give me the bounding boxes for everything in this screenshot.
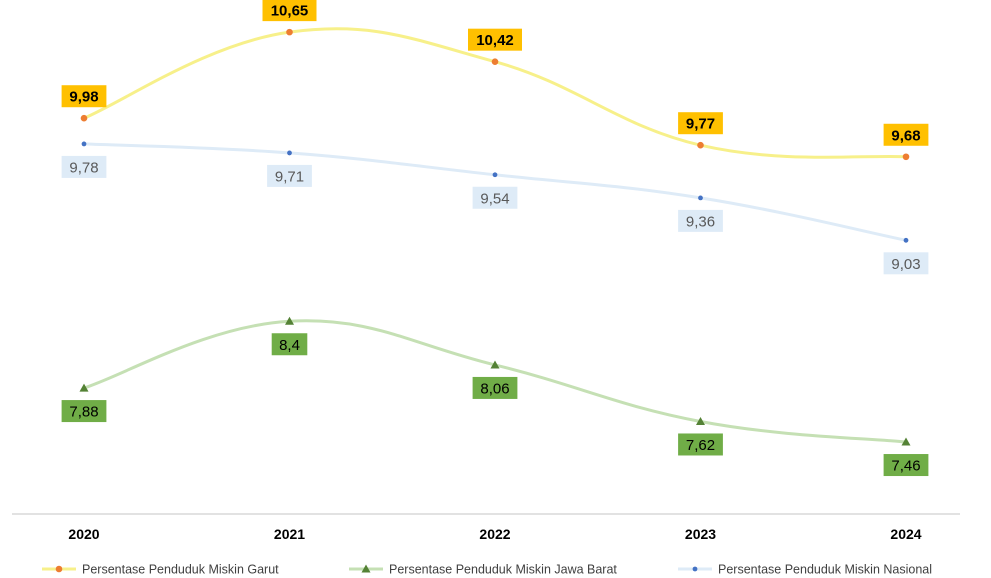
- data-label-text: 9,98: [69, 89, 98, 106]
- data-label-box: [883, 454, 929, 477]
- data-label-nasional: 9,54: [472, 186, 518, 209]
- data-point-garut: [697, 141, 704, 149]
- data-point-nasional: [81, 141, 87, 147]
- data-label-text: 9,54: [480, 190, 509, 207]
- data-label-nasional: 9,78: [61, 155, 107, 178]
- data-label-text: 7,46: [891, 458, 920, 475]
- data-label-text: 10,42: [476, 32, 514, 49]
- series-layer: [79, 27, 911, 446]
- data-label-box: [61, 155, 107, 178]
- data-label-box: [472, 376, 518, 399]
- data-label-text: 9,78: [69, 159, 98, 176]
- data-label-jawa-barat: 8,4: [271, 333, 308, 356]
- data-label-text: 9,68: [891, 127, 920, 144]
- data-label-text: 9,36: [686, 213, 715, 230]
- data-label-box: [678, 112, 723, 135]
- data-label-box: [883, 252, 929, 275]
- x-tick-label: 2024: [890, 526, 921, 542]
- legend-swatch-marker: [361, 564, 371, 573]
- data-point-nasional: [698, 195, 703, 201]
- legend-item-jawa-barat: Persentase Penduduk Miskin Jawa Barat: [349, 563, 617, 577]
- data-label-jawa-barat: 7,46: [883, 454, 929, 477]
- data-point-jawa-barat: [696, 416, 705, 425]
- data-label-text: 9,03: [891, 256, 920, 273]
- data-label-garut: 9,68: [883, 123, 929, 146]
- data-point-garut: [80, 114, 88, 122]
- data-label-box: [678, 209, 723, 232]
- data-point-jawa-barat: [79, 383, 89, 392]
- data-label-box: [271, 333, 308, 356]
- data-label-box: [468, 28, 522, 51]
- x-tick-labels: 2020 2021 2022 2023 2024: [68, 526, 921, 542]
- legend-label: Persentase Penduduk Miskin Garut: [82, 563, 279, 577]
- data-label-garut: 10,65: [262, 0, 317, 22]
- x-tick-label: 2022: [479, 526, 510, 542]
- data-point-garut: [491, 58, 499, 65]
- legend-swatch-marker: [55, 565, 63, 573]
- data-label-garut: 9,98: [61, 85, 107, 108]
- legend-label: Persentase Penduduk Miskin Nasional: [718, 563, 932, 577]
- data-label-box: [267, 164, 312, 187]
- data-label-text: 10,65: [271, 3, 309, 20]
- data-label-nasional: 9,03: [883, 252, 929, 275]
- data-point-nasional: [903, 237, 909, 243]
- data-point-jawa-barat: [901, 437, 911, 446]
- data-point-jawa-barat: [285, 316, 294, 325]
- data-label-text: 7,88: [69, 404, 98, 421]
- data-label-jawa-barat: 8,06: [472, 376, 518, 399]
- data-label-text: 8,4: [279, 337, 300, 354]
- data-label-garut: 10,42: [468, 28, 522, 51]
- data-label-jawa-barat: 7,88: [61, 400, 107, 423]
- x-tick-label: 2020: [68, 526, 99, 542]
- data-label-text: 9,71: [275, 168, 304, 185]
- data-label-box: [678, 433, 723, 456]
- data-label-box: [262, 0, 317, 22]
- data-point-nasional: [492, 172, 498, 178]
- data-label-nasional: 9,36: [678, 209, 723, 232]
- data-label-box: [883, 123, 929, 146]
- data-label-garut: 9,77: [678, 112, 723, 135]
- legend-item-garut: Persentase Penduduk Miskin Garut: [42, 563, 279, 577]
- legend-swatch-marker: [692, 566, 698, 572]
- data-label-layer: 9,98 10,65 10,42 9,77 9,68 7,88 8,4 8,06 7,62 7,4…: [61, 0, 929, 477]
- x-tick-label: 2021: [274, 526, 305, 542]
- data-label-box: [61, 400, 107, 423]
- data-label-nasional: 9,71: [267, 164, 312, 187]
- x-tick-label: 2023: [685, 526, 716, 542]
- data-label-jawa-barat: 7,62: [678, 433, 723, 456]
- legend-item-nasional: Persentase Penduduk Miskin Nasional: [678, 563, 932, 577]
- legend: Persentase Penduduk Miskin Garut Persenta…: [42, 563, 932, 577]
- data-point-garut: [286, 28, 293, 36]
- data-label-box: [61, 85, 107, 108]
- data-point-garut: [902, 153, 910, 161]
- data-point-nasional: [287, 150, 292, 156]
- data-label-text: 8,06: [480, 380, 509, 397]
- data-label-text: 9,77: [686, 116, 715, 133]
- legend-label: Persentase Penduduk Miskin Jawa Barat: [389, 563, 617, 577]
- data-point-jawa-barat: [490, 360, 500, 369]
- data-label-box: [472, 186, 518, 209]
- data-label-text: 7,62: [686, 437, 715, 454]
